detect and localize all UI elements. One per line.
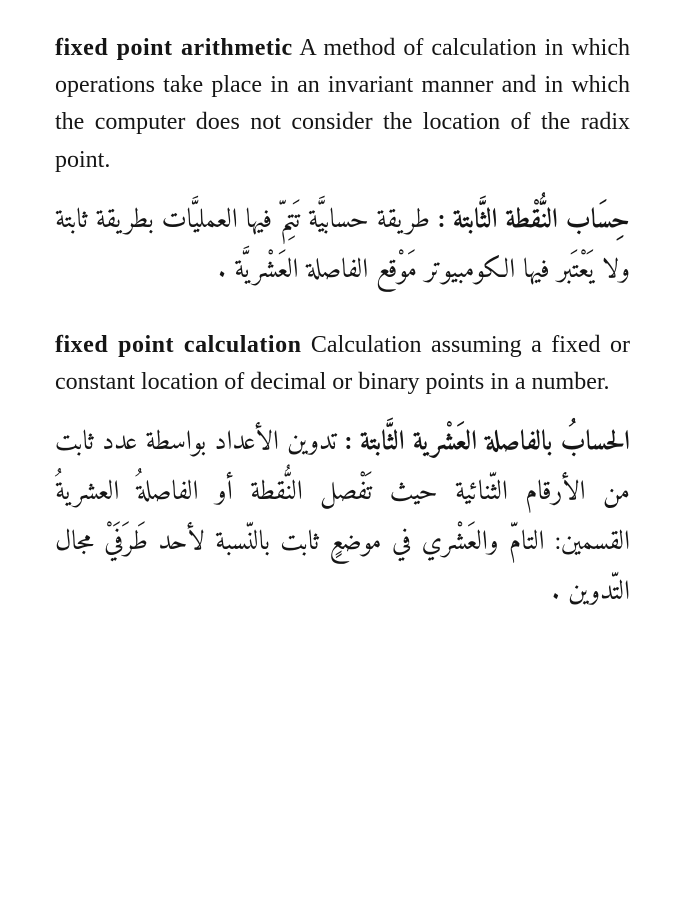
- dictionary-entry: fixed point arithmetic A method of calcu…: [55, 30, 630, 297]
- arabic-definition-block: الحسابُ بالفاصلة العَشْرية الثَّابتة : ت…: [55, 419, 630, 619]
- arabic-term: الحسابُ بالفاصلة العَشْرية الثَّابتة :: [345, 420, 630, 467]
- dictionary-entry: fixed point calculation Calculation assu…: [55, 327, 630, 619]
- english-definition-block: fixed point calculation Calculation assu…: [55, 327, 630, 401]
- arabic-term: حِسَاب النُّقْطة الثَّابتة :: [438, 198, 630, 245]
- dictionary-page: fixed point arithmetic A method of calcu…: [0, 0, 675, 900]
- english-term: fixed point arithmetic: [55, 35, 293, 61]
- arabic-definition-block: حِسَاب النُّقْطة الثَّابتة : طريقة حسابي…: [55, 197, 630, 297]
- english-definition-block: fixed point arithmetic A method of calcu…: [55, 30, 630, 179]
- english-term: fixed point calculation: [55, 332, 301, 358]
